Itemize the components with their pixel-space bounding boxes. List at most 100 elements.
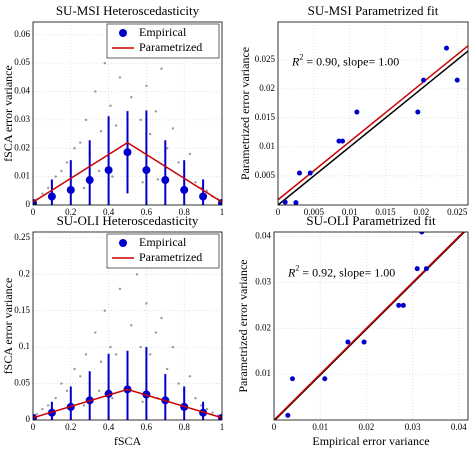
legend-label: Parametrized bbox=[139, 40, 202, 54]
chart-title: SU-MSI Heteroscedasticity bbox=[56, 3, 200, 18]
line bbox=[278, 50, 468, 205]
y-tick-label: 0.25 bbox=[14, 232, 30, 242]
point bbox=[97, 169, 101, 173]
y-axis-label: Parametrized error variance bbox=[236, 259, 250, 392]
point bbox=[421, 77, 427, 83]
point bbox=[130, 324, 133, 327]
point bbox=[282, 199, 288, 205]
x-tick-label: 0.6 bbox=[141, 207, 153, 217]
point bbox=[423, 266, 429, 272]
panel: 0 0.01 0.02 0.03 0.04 0.01 0.02 0.03 0.04 SU-OLI … bbox=[236, 213, 469, 448]
point bbox=[156, 178, 159, 181]
point bbox=[161, 176, 170, 185]
x-axis-label: fSCA bbox=[114, 434, 142, 448]
chart-title: SU-MSI Parametrized fit bbox=[308, 3, 439, 18]
point bbox=[211, 411, 214, 414]
point bbox=[171, 345, 175, 349]
y-tick-label: 0.02 bbox=[259, 83, 275, 93]
point bbox=[118, 76, 122, 79]
point bbox=[419, 232, 425, 235]
point bbox=[340, 138, 346, 144]
x-tick-label: 1 bbox=[220, 422, 225, 432]
x-tick-label: 0.01 bbox=[342, 207, 358, 217]
point bbox=[65, 389, 69, 393]
point bbox=[307, 170, 313, 176]
point bbox=[94, 90, 97, 93]
x-tick-label: 1 bbox=[220, 207, 225, 217]
point bbox=[293, 200, 299, 205]
y-tick-label: 0 bbox=[26, 199, 31, 209]
point bbox=[41, 407, 44, 411]
point bbox=[99, 360, 103, 363]
point bbox=[396, 302, 402, 308]
x-tick-label: 0.4 bbox=[103, 207, 115, 217]
chart-title: SU-OLI Heteroscedasticity bbox=[57, 213, 199, 228]
plot-frame bbox=[32, 21, 223, 206]
y-tick-label: 0.03 bbox=[14, 114, 30, 124]
point bbox=[141, 181, 144, 184]
chart-title: SU-OLI Parametrized fit bbox=[306, 213, 436, 228]
point bbox=[289, 376, 295, 382]
annotation-text: = 0.92, slope= 1.00 bbox=[299, 265, 395, 279]
annotation-power: 2 bbox=[295, 263, 299, 272]
point bbox=[154, 331, 158, 334]
x-tick-label: 0 bbox=[31, 207, 36, 217]
y-tick-label: 0.05 bbox=[14, 57, 30, 67]
point bbox=[171, 127, 175, 130]
annotation-symbol: R bbox=[287, 265, 296, 279]
point bbox=[73, 367, 76, 371]
point bbox=[400, 302, 406, 308]
legend-label: Empirical bbox=[139, 25, 187, 39]
annotation-text: = 0.90, slope= 1.00 bbox=[303, 54, 399, 68]
point bbox=[139, 118, 142, 122]
y-tick-label: 0.04 bbox=[255, 231, 271, 241]
point bbox=[99, 130, 103, 133]
y-tick-label: 0.01 bbox=[259, 141, 275, 151]
x-tick-label: 0.025 bbox=[447, 207, 468, 217]
point bbox=[111, 175, 114, 178]
y-tick-label: 0.2 bbox=[19, 268, 30, 278]
point bbox=[148, 132, 152, 136]
point bbox=[60, 169, 63, 173]
y-tick-label: 0.01 bbox=[14, 171, 30, 181]
line bbox=[274, 232, 465, 420]
plot-frame bbox=[277, 21, 469, 206]
point bbox=[188, 152, 192, 156]
point bbox=[200, 404, 203, 407]
point bbox=[199, 192, 208, 201]
point bbox=[82, 404, 86, 407]
y-tick-label: 0.015 bbox=[255, 112, 276, 122]
point bbox=[109, 345, 112, 349]
point bbox=[205, 407, 209, 411]
x-tick-label: 0.005 bbox=[304, 207, 325, 217]
point bbox=[54, 396, 57, 400]
y-axis-label: Parametrized error variance bbox=[238, 47, 252, 180]
plot-content bbox=[33, 33, 222, 205]
point bbox=[142, 166, 151, 175]
line bbox=[33, 141, 222, 203]
point bbox=[114, 124, 118, 127]
x-tick-label: 0.02 bbox=[414, 207, 430, 217]
point bbox=[139, 345, 142, 349]
y-tick-label: 0.03 bbox=[255, 277, 271, 287]
legend-box bbox=[106, 233, 220, 269]
line bbox=[33, 388, 222, 419]
point bbox=[65, 161, 69, 164]
x-tick-label: 0.2 bbox=[65, 422, 76, 432]
point bbox=[46, 186, 50, 190]
annotation: R2 = 0.92, slope= 1.00 bbox=[287, 263, 395, 279]
y-tick-label: 0.05 bbox=[14, 378, 30, 388]
y-tick-label: 0.02 bbox=[14, 142, 30, 152]
point bbox=[177, 161, 180, 164]
x-tick-label: 0.8 bbox=[179, 207, 191, 217]
y-axis-label: fSCA error variance bbox=[1, 65, 15, 162]
point bbox=[154, 110, 158, 113]
point bbox=[145, 302, 148, 305]
point bbox=[130, 95, 133, 99]
legend-label: Empirical bbox=[139, 235, 187, 249]
point bbox=[66, 185, 75, 194]
point bbox=[165, 367, 169, 371]
point bbox=[84, 118, 88, 122]
